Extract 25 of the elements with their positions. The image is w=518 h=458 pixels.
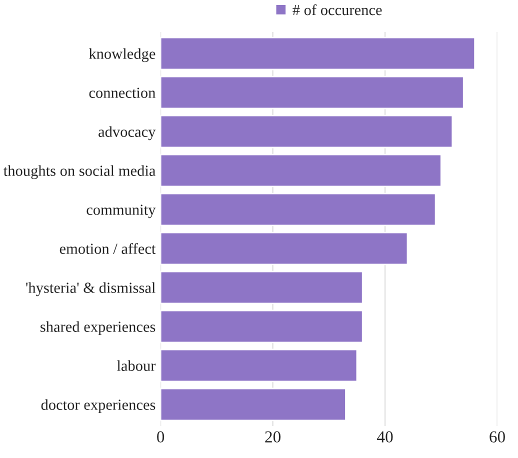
- x-tick-label: 0: [157, 431, 164, 443]
- bar: [160, 310, 364, 344]
- bar: [160, 232, 408, 266]
- bar: [160, 192, 436, 226]
- bar: [160, 114, 454, 148]
- y-tick-label: thoughts on social media: [4, 165, 156, 180]
- bar: [160, 154, 442, 188]
- bar: [160, 348, 358, 382]
- y-tick-label: emotion / affect: [60, 243, 156, 254]
- y-tick-label: labour: [116, 360, 156, 371]
- legend-label: # of occurence: [292, 4, 382, 16]
- bar: [160, 270, 364, 304]
- y-tick-label: community: [86, 204, 156, 218]
- y-tick-label: 'hysteria' & dismissal: [26, 282, 156, 296]
- x-tick-label: 40: [377, 431, 393, 443]
- y-tick-label: connection: [89, 88, 156, 98]
- x-tick-label: 60: [490, 431, 505, 443]
- y-tick-label: shared experiences: [40, 321, 156, 336]
- bar: [160, 36, 476, 70]
- y-tick-label: advocacy: [98, 126, 156, 140]
- y-tick-label: doctor experiences: [41, 399, 156, 414]
- bar: [160, 76, 464, 110]
- bar: [160, 388, 346, 422]
- y-tick-label: knowledge: [88, 48, 156, 62]
- x-tick-label: 20: [265, 431, 281, 443]
